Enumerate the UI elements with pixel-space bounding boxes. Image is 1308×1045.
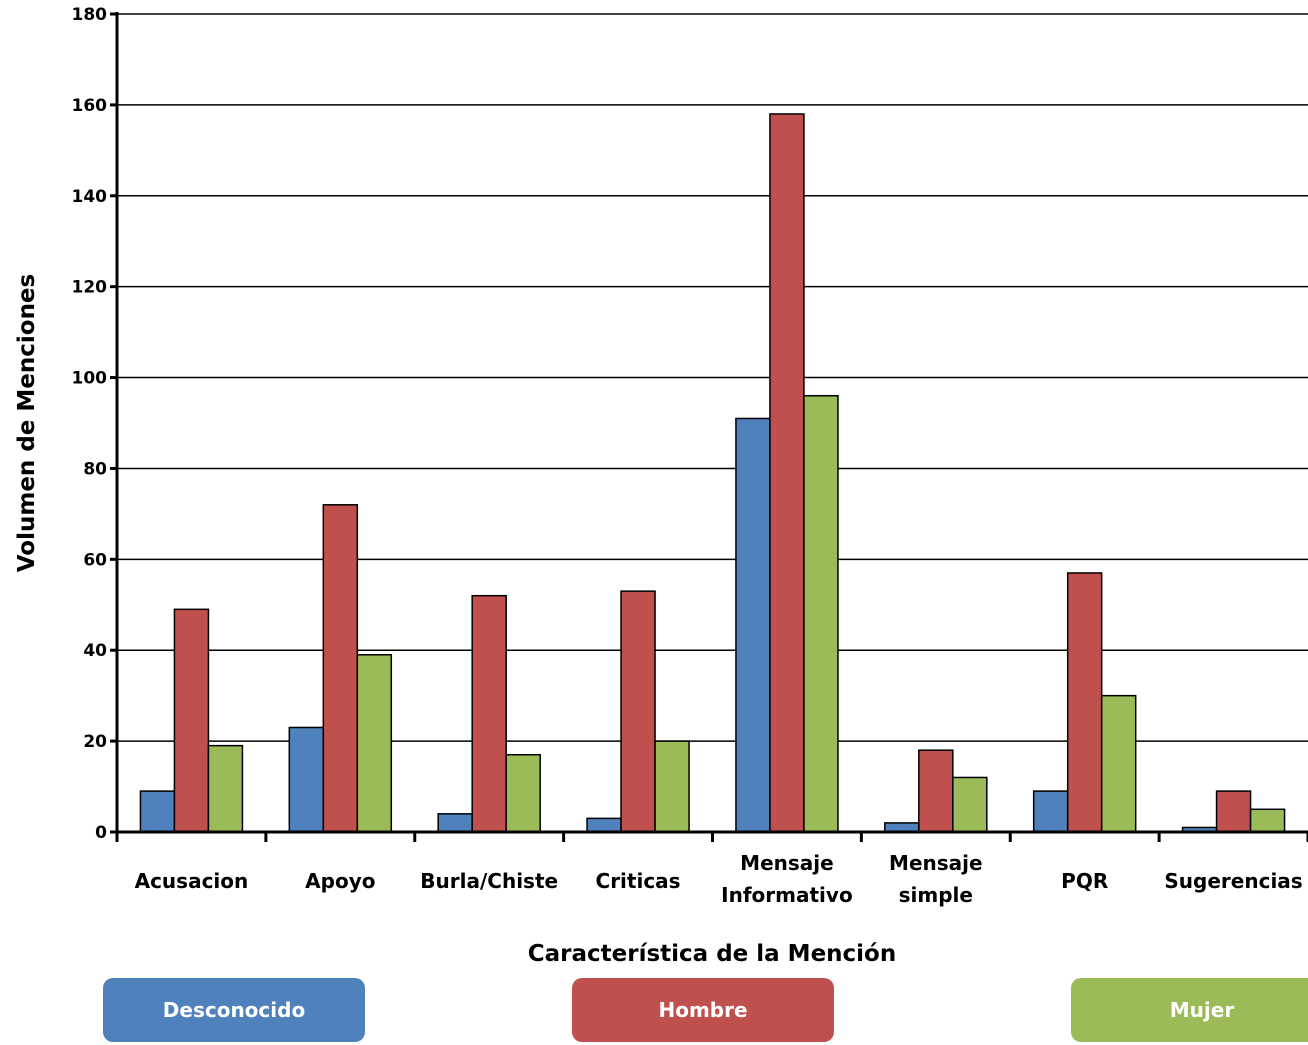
x-tick-label: Mensaje Informativo bbox=[721, 851, 853, 907]
bar-hombre-6 bbox=[1066, 572, 1103, 833]
bar-hombre-7 bbox=[1215, 790, 1252, 833]
bar-desconocido-0 bbox=[139, 790, 176, 833]
bar-desconocido-4 bbox=[735, 417, 771, 833]
bar-mujer-1 bbox=[356, 654, 393, 833]
x-tick-label: Apoyo bbox=[305, 869, 375, 893]
bar-hombre-5 bbox=[918, 749, 954, 833]
bar-hombre-4 bbox=[769, 113, 805, 833]
bar-mujer-7 bbox=[1249, 808, 1286, 833]
bar-hombre-2 bbox=[471, 594, 507, 833]
axes bbox=[110, 12, 1308, 842]
legend-item-mujer: Mujer bbox=[1071, 978, 1308, 1042]
bar-mujer-2 bbox=[505, 753, 541, 833]
gridlines bbox=[117, 13, 1308, 742]
bar-mujer-0 bbox=[207, 744, 244, 833]
bar-mujer-5 bbox=[952, 776, 988, 833]
x-tick-label: PQR bbox=[1061, 869, 1108, 893]
x-axis-title: Característica de la Mención bbox=[528, 941, 896, 967]
y-tick-label: 180 bbox=[72, 5, 108, 25]
x-tick-label: Criticas bbox=[596, 869, 681, 893]
bar-desconocido-6 bbox=[1032, 790, 1069, 833]
bar-desconocido-1 bbox=[288, 726, 325, 833]
legend-item-desconocido: Desconocido bbox=[103, 978, 365, 1042]
bar-mujer-3 bbox=[654, 740, 690, 833]
y-axis-title: Volumen de Menciones bbox=[14, 274, 40, 572]
bar-hombre-0 bbox=[173, 608, 210, 833]
bar-desconocido-3 bbox=[586, 817, 622, 833]
x-tick-label: Mensaje simple bbox=[889, 851, 983, 907]
y-tick-labels: 0 20 40 60 80 100 120 140 160 180 bbox=[72, 5, 108, 843]
bar-desconocido-2 bbox=[437, 813, 473, 833]
x-tick-label: Acusacion bbox=[135, 869, 249, 893]
y-tick-label: 120 bbox=[72, 278, 108, 298]
bar-hombre-1 bbox=[322, 504, 359, 833]
bar-mujer-6 bbox=[1100, 694, 1137, 833]
y-tick-label: 160 bbox=[72, 96, 108, 116]
y-tick-label: 0 bbox=[95, 823, 107, 843]
bar-mujer-4 bbox=[803, 394, 839, 833]
bar-chart: 0 20 40 60 80 100 120 140 160 180 Acusacion Apoyo B… bbox=[14, 5, 1308, 967]
y-tick-label: 100 bbox=[72, 369, 108, 389]
x-tick-label: Sugerencias bbox=[1164, 869, 1302, 893]
y-tick-label: 80 bbox=[83, 459, 107, 479]
legend-item-hombre: Hombre bbox=[572, 978, 834, 1042]
y-tick-label: 40 bbox=[83, 641, 107, 661]
bars bbox=[139, 113, 1286, 833]
y-tick-label: 140 bbox=[72, 187, 108, 207]
y-tick-label: 60 bbox=[83, 550, 107, 570]
bar-hombre-3 bbox=[620, 590, 656, 833]
x-tick-labels: Acusacion Apoyo Burla/Chiste Criticas Mensaj… bbox=[135, 851, 1303, 907]
y-tick-label: 20 bbox=[83, 732, 107, 752]
x-tick-label: Burla/Chiste bbox=[420, 869, 558, 893]
